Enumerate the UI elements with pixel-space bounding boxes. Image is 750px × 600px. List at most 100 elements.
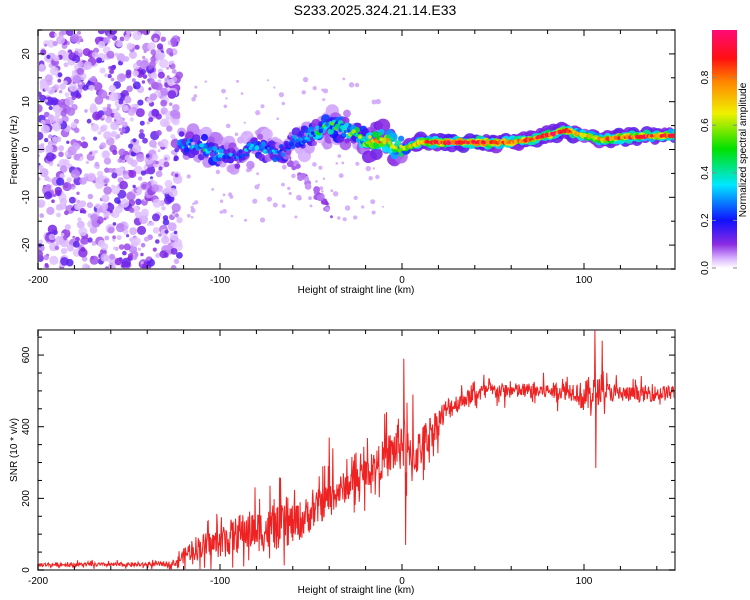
noise-blob bbox=[39, 168, 49, 178]
speck bbox=[193, 94, 198, 98]
noise-blob bbox=[58, 151, 64, 158]
noise-blob bbox=[126, 234, 130, 238]
x-tick-label: 0 bbox=[399, 576, 405, 587]
noise-blob bbox=[66, 107, 76, 116]
ridge-cell bbox=[238, 149, 243, 153]
ridge-cell bbox=[192, 134, 201, 143]
speck bbox=[281, 204, 286, 208]
noise-blob bbox=[49, 162, 53, 167]
noise-blob bbox=[90, 103, 97, 110]
noise-blob bbox=[146, 256, 151, 261]
noise-blob bbox=[53, 55, 60, 62]
noise-blob bbox=[162, 218, 170, 226]
ridge-cell bbox=[370, 147, 383, 160]
noise-blob bbox=[87, 80, 91, 84]
noise-blob bbox=[169, 52, 174, 57]
noise-blob bbox=[60, 110, 67, 117]
noise-blob bbox=[152, 213, 160, 222]
speck bbox=[333, 191, 339, 197]
speck bbox=[219, 210, 223, 214]
speck bbox=[288, 191, 292, 196]
noise-blob bbox=[164, 77, 168, 82]
ridge-cell bbox=[196, 147, 200, 151]
noise-blob bbox=[141, 183, 147, 189]
noise-blob bbox=[54, 186, 62, 195]
noise-blob bbox=[51, 136, 58, 143]
speck bbox=[192, 202, 195, 206]
speck bbox=[354, 82, 360, 88]
noise-blob bbox=[99, 142, 107, 149]
noise-blob bbox=[157, 149, 161, 153]
noise-blob bbox=[154, 82, 163, 91]
noise-blob bbox=[132, 237, 141, 246]
noise-blob bbox=[136, 189, 141, 193]
noise-blob bbox=[87, 193, 94, 200]
speck bbox=[190, 208, 196, 213]
noise-blob bbox=[174, 173, 179, 178]
ridge-cell bbox=[248, 146, 253, 151]
noise-blob bbox=[128, 143, 134, 149]
speck bbox=[204, 80, 207, 83]
speck bbox=[243, 121, 246, 124]
branch-blob bbox=[313, 186, 320, 193]
noise-blob bbox=[163, 187, 170, 194]
noise-blob bbox=[159, 250, 168, 259]
noise-blob bbox=[155, 170, 163, 178]
noise-blob bbox=[48, 105, 53, 111]
noise-blob bbox=[40, 143, 45, 147]
noise-blob bbox=[44, 74, 53, 83]
noise-blob bbox=[94, 80, 98, 85]
noise-blob bbox=[54, 33, 58, 37]
x-tick-label: 100 bbox=[576, 275, 593, 286]
noise-blob bbox=[103, 157, 112, 165]
noise-blob bbox=[168, 102, 173, 106]
noise-blob bbox=[38, 104, 43, 113]
ridge-cell bbox=[246, 160, 255, 170]
noise-blob bbox=[126, 191, 136, 201]
noise-blob bbox=[142, 30, 151, 36]
noise-blob bbox=[122, 159, 126, 163]
y-tick-label: 0 bbox=[21, 146, 32, 152]
noise-blob bbox=[164, 157, 168, 161]
noise-blob bbox=[71, 183, 75, 187]
noise-blob bbox=[103, 131, 112, 140]
noise-blob bbox=[167, 222, 177, 232]
noise-blob bbox=[40, 49, 47, 56]
ridge-cell bbox=[260, 128, 273, 141]
ridge-cell bbox=[372, 131, 378, 137]
noise-blob bbox=[158, 166, 163, 171]
noise-blob bbox=[104, 167, 110, 173]
speck bbox=[291, 173, 296, 179]
ridge-cell bbox=[193, 149, 200, 155]
noise-blob bbox=[176, 216, 183, 224]
x-tick-label: -100 bbox=[210, 576, 230, 587]
snr-panel: -200 -100 0 100 0 200 400 600 Height of straig… bbox=[9, 329, 676, 596]
ridge-cell bbox=[398, 135, 405, 142]
ridge-cell bbox=[216, 149, 220, 153]
noise-blob bbox=[153, 37, 158, 42]
speck bbox=[221, 88, 226, 94]
noise-blob bbox=[70, 121, 78, 129]
speck bbox=[312, 162, 317, 167]
ridge-cell bbox=[250, 143, 254, 148]
noise-blob bbox=[102, 106, 108, 112]
ridge-cell bbox=[201, 144, 205, 147]
y-tick-label: 10 bbox=[21, 96, 32, 108]
noise-blob bbox=[160, 36, 166, 42]
noise-blob bbox=[137, 247, 141, 251]
noise-blob bbox=[149, 139, 157, 148]
noise-blob bbox=[135, 108, 145, 118]
noise-blob bbox=[171, 109, 181, 120]
ridge-cell bbox=[387, 140, 392, 145]
noise-blob bbox=[54, 110, 62, 118]
noise-blob bbox=[137, 99, 144, 106]
noise-blob bbox=[104, 235, 110, 241]
noise-blob bbox=[109, 92, 119, 102]
noise-blob bbox=[39, 213, 44, 218]
noise-blob bbox=[141, 208, 149, 217]
noise-blob bbox=[168, 187, 178, 198]
noise-blob bbox=[48, 233, 56, 241]
noise-blob bbox=[161, 206, 166, 211]
noise-blob bbox=[145, 154, 150, 158]
speck bbox=[255, 110, 261, 116]
